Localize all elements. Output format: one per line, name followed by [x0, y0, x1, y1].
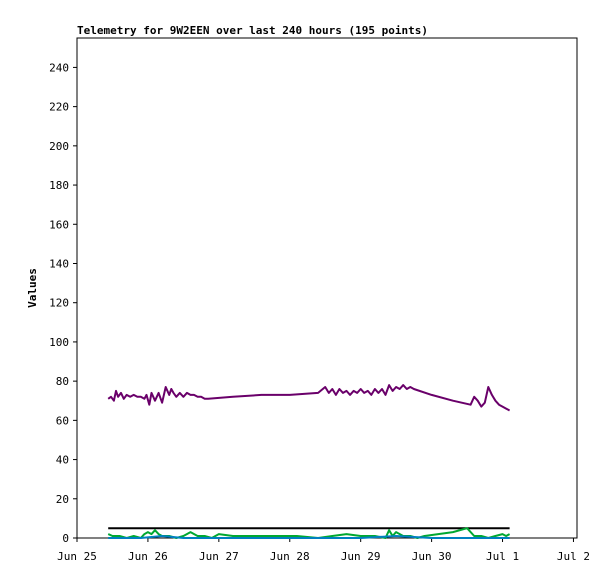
x-tick-label: Jul 2 — [557, 550, 590, 563]
series-line-2 — [107, 527, 511, 539]
x-tick-label: Jul 1 — [486, 550, 519, 563]
y-tick-label: 80 — [56, 375, 69, 388]
y-tick-label: 160 — [49, 218, 69, 231]
y-tick-label: 240 — [49, 61, 69, 74]
x-axis: Jun 25 Jun 26 Jun 27 Jun 28 Jun 29 Jun 30 Jul … — [57, 538, 590, 563]
series-line-0 — [107, 384, 511, 412]
y-tick-label: 0 — [62, 532, 69, 545]
y-tick-label: 100 — [49, 336, 69, 349]
y-tick-label: 60 — [56, 414, 69, 427]
x-tick-label: Jun 27 — [199, 550, 239, 563]
x-tick-label: Jun 25 — [57, 550, 97, 563]
chart-title: Telemetry for 9W2EEN over last 240 hours… — [77, 24, 428, 37]
y-tick-label: 120 — [49, 297, 69, 310]
x-tick-label: Jun 30 — [412, 550, 452, 563]
y-tick-label: 220 — [49, 101, 69, 114]
y-tick-label: 140 — [49, 257, 69, 270]
y-tick-label: 180 — [49, 179, 69, 192]
y-tick-label: 40 — [56, 454, 69, 467]
series-line-3 — [108, 535, 510, 539]
series-lines — [107, 384, 511, 539]
plot-frame — [76, 37, 578, 539]
y-axis: 0 20 40 60 80 100 120 140 160 180 200 220 240 — [49, 61, 77, 545]
x-tick-label: Jun 28 — [270, 550, 310, 563]
y-tick-label: 200 — [49, 140, 69, 153]
y-tick-label: 20 — [56, 493, 69, 506]
x-tick-label: Jun 29 — [341, 550, 381, 563]
x-tick-label: Jun 26 — [128, 550, 168, 563]
y-axis-label: Values — [26, 268, 39, 308]
